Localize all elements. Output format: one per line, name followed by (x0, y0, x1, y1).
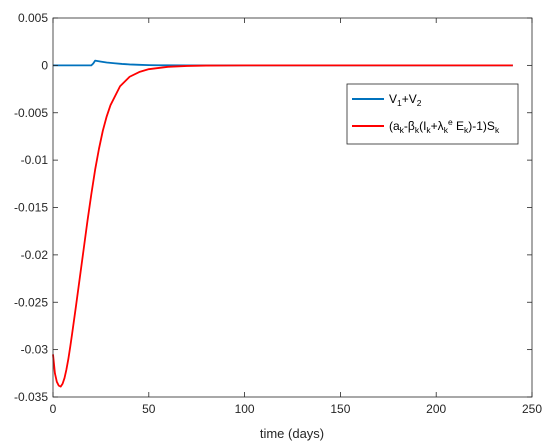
y-tick-label-8: -0.035 (14, 390, 48, 404)
y-tick-label-4: -0.015 (14, 201, 48, 215)
plot-area (53, 18, 532, 397)
x-tick-label-3: 150 (330, 402, 350, 416)
legend-label-series-2: (ak-βk(Ik+λke Ek)-1)Sk (389, 117, 500, 135)
legend: V1+V2 (ak-βk(Ik+λke Ek)-1)Sk (346, 83, 519, 145)
y-tick-label-7: -0.03 (21, 343, 49, 357)
legend-box (346, 83, 519, 145)
axes-layer: 0 50 100 150 200 250 0.005 0 -0.005 -0.01 -0.015 -0… (14, 11, 542, 416)
y-tick-label-5: -0.02 (21, 248, 49, 262)
x-tick-label-5: 250 (522, 402, 542, 416)
x-tick-label-1: 50 (142, 402, 156, 416)
y-tick-label-3: -0.01 (21, 153, 49, 167)
x-tick-label-4: 200 (426, 402, 446, 416)
y-tick-label-0: 0.005 (18, 11, 48, 25)
y-tick-label-6: -0.025 (14, 295, 48, 309)
y-tick-label-1: 0 (41, 58, 48, 72)
x-tick-label-2: 100 (235, 402, 255, 416)
y-tick-label-2: -0.005 (14, 106, 48, 120)
series-line-2 (52, 64, 513, 388)
series-layer (52, 59, 513, 388)
x-tick-label-0: 0 (50, 402, 57, 416)
x-axis-title: time (days) (260, 426, 324, 441)
